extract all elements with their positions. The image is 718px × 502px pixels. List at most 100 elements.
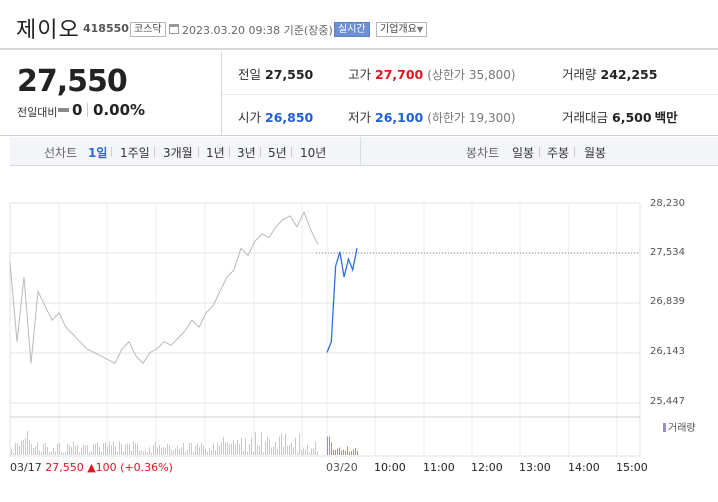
volume-bar <box>339 447 340 455</box>
volume-bar <box>301 449 302 455</box>
volume-bar <box>307 445 308 455</box>
volume-bar <box>61 452 62 455</box>
change-label: 전일대비 <box>17 106 58 119</box>
tab-1day[interactable]: 1일 <box>88 146 108 160</box>
volume-bar <box>19 445 20 455</box>
volume-bar <box>209 447 210 455</box>
volume-bar <box>25 438 26 455</box>
price-chart[interactable] <box>0 166 718 461</box>
amount-value: 6,500 <box>612 110 652 125</box>
prev-change: ▲100 <box>87 461 117 474</box>
tab-10years[interactable]: 10년 <box>300 146 327 160</box>
line-chart-title: 선차트 <box>44 146 78 160</box>
x-tick-label: 14:00 <box>568 461 600 474</box>
volume-bar <box>187 449 188 455</box>
tab-5years[interactable]: 5년 <box>268 146 287 160</box>
volume-bar <box>87 445 88 455</box>
volume-bar <box>157 447 158 455</box>
volume-bar <box>167 444 168 455</box>
as-of-time: 2023.03.20 09:38 기준(장중) <box>182 24 333 37</box>
x-tick-label: 03/20 <box>326 461 358 474</box>
volume-bar <box>137 443 138 455</box>
volume-bar <box>317 451 318 455</box>
volume-bar <box>69 444 70 455</box>
volume-bar <box>67 443 68 455</box>
tab-weekly-candle[interactable]: 주봉 <box>547 146 570 160</box>
today-line <box>326 248 358 353</box>
tab-daily-candle[interactable]: 일봉 <box>512 146 535 160</box>
volume-bar <box>357 450 358 455</box>
volume-bar <box>103 442 104 455</box>
stock-code: 418550 <box>83 22 129 35</box>
volume-bar <box>39 450 40 455</box>
volume-bar <box>75 445 76 455</box>
volume-bar <box>181 447 182 455</box>
volume-bar <box>287 445 288 455</box>
volume-bar <box>243 450 244 455</box>
prev-price: 27,550 <box>45 461 84 474</box>
volume-bar <box>219 445 220 455</box>
volume-bar <box>59 443 60 455</box>
volume-bar <box>53 447 54 455</box>
realtime-button[interactable]: 실시간 <box>334 22 370 37</box>
volume-bar <box>153 444 154 455</box>
volume-bar <box>199 447 200 455</box>
volume-bar <box>85 445 86 455</box>
volume-bar <box>293 447 294 455</box>
volume-bar <box>65 452 66 455</box>
volume-bar <box>113 441 114 455</box>
volume-bar <box>145 449 146 455</box>
divider <box>222 94 718 95</box>
volume-bar <box>37 441 38 455</box>
volume-bar <box>93 444 94 455</box>
volume-bar <box>235 444 236 455</box>
volume-bar <box>169 444 170 455</box>
tab-1year[interactable]: 1년 <box>206 146 225 160</box>
volume-bar <box>109 441 110 455</box>
volume-bar <box>273 446 274 455</box>
y-tick-label: 25,447 <box>650 396 685 407</box>
volume-bar <box>81 447 82 455</box>
volume-bar <box>129 444 130 455</box>
volume-bar <box>223 436 224 455</box>
chart-period-tabs: 선차트 1일 1주일 3개월 1년 3년 5년 10년 봉차트 일봉 주봉 월봉 <box>10 137 718 166</box>
y-tick-label: 28,230 <box>650 198 685 209</box>
volume-bar <box>97 442 98 455</box>
change-rate: 0.00% <box>93 101 146 119</box>
prev-close-value: 27,550 <box>265 67 314 82</box>
candle-chart-title: 봉차트 <box>466 146 500 160</box>
volume-bar <box>101 452 102 455</box>
volume-bar <box>349 451 350 455</box>
volume-bar <box>213 443 214 455</box>
volume-bar <box>311 448 312 455</box>
volume-bar <box>57 443 58 455</box>
tab-3months[interactable]: 3개월 <box>163 146 193 160</box>
volume-bar <box>277 448 278 455</box>
volume-bar <box>351 451 352 455</box>
tab-monthly-candle[interactable]: 월봉 <box>584 146 607 160</box>
volume-bar <box>327 436 328 455</box>
volume-bar <box>313 448 314 455</box>
company-overview-dropdown[interactable]: 기업개요▼ <box>376 22 427 37</box>
volume-bar <box>13 452 14 455</box>
y-tick-label: 27,534 <box>650 247 685 258</box>
open-cell: 시가 26,850 <box>238 107 313 126</box>
volume-bars <box>11 431 358 455</box>
volume-bar <box>305 449 306 455</box>
volume-bar <box>297 452 298 455</box>
volume-bar <box>341 450 342 455</box>
prev-day-summary: 03/17 27,550 ▲100 (+0.36%) <box>10 461 173 474</box>
tab-3years[interactable]: 3년 <box>237 146 256 160</box>
volume-bar <box>127 443 128 455</box>
volume-bar <box>191 443 192 455</box>
tab-1week[interactable]: 1주일 <box>120 146 150 160</box>
volume-bar <box>11 449 12 455</box>
volume-swatch <box>663 423 666 432</box>
volume-legend: 거래량 <box>663 419 696 434</box>
volume-bar <box>231 443 232 455</box>
volume-bar <box>15 443 16 455</box>
lower-limit: (하한가 19,300) <box>427 111 516 125</box>
volume-bar <box>73 441 74 455</box>
volume-bar <box>51 451 52 455</box>
chart-grid <box>9 202 641 457</box>
